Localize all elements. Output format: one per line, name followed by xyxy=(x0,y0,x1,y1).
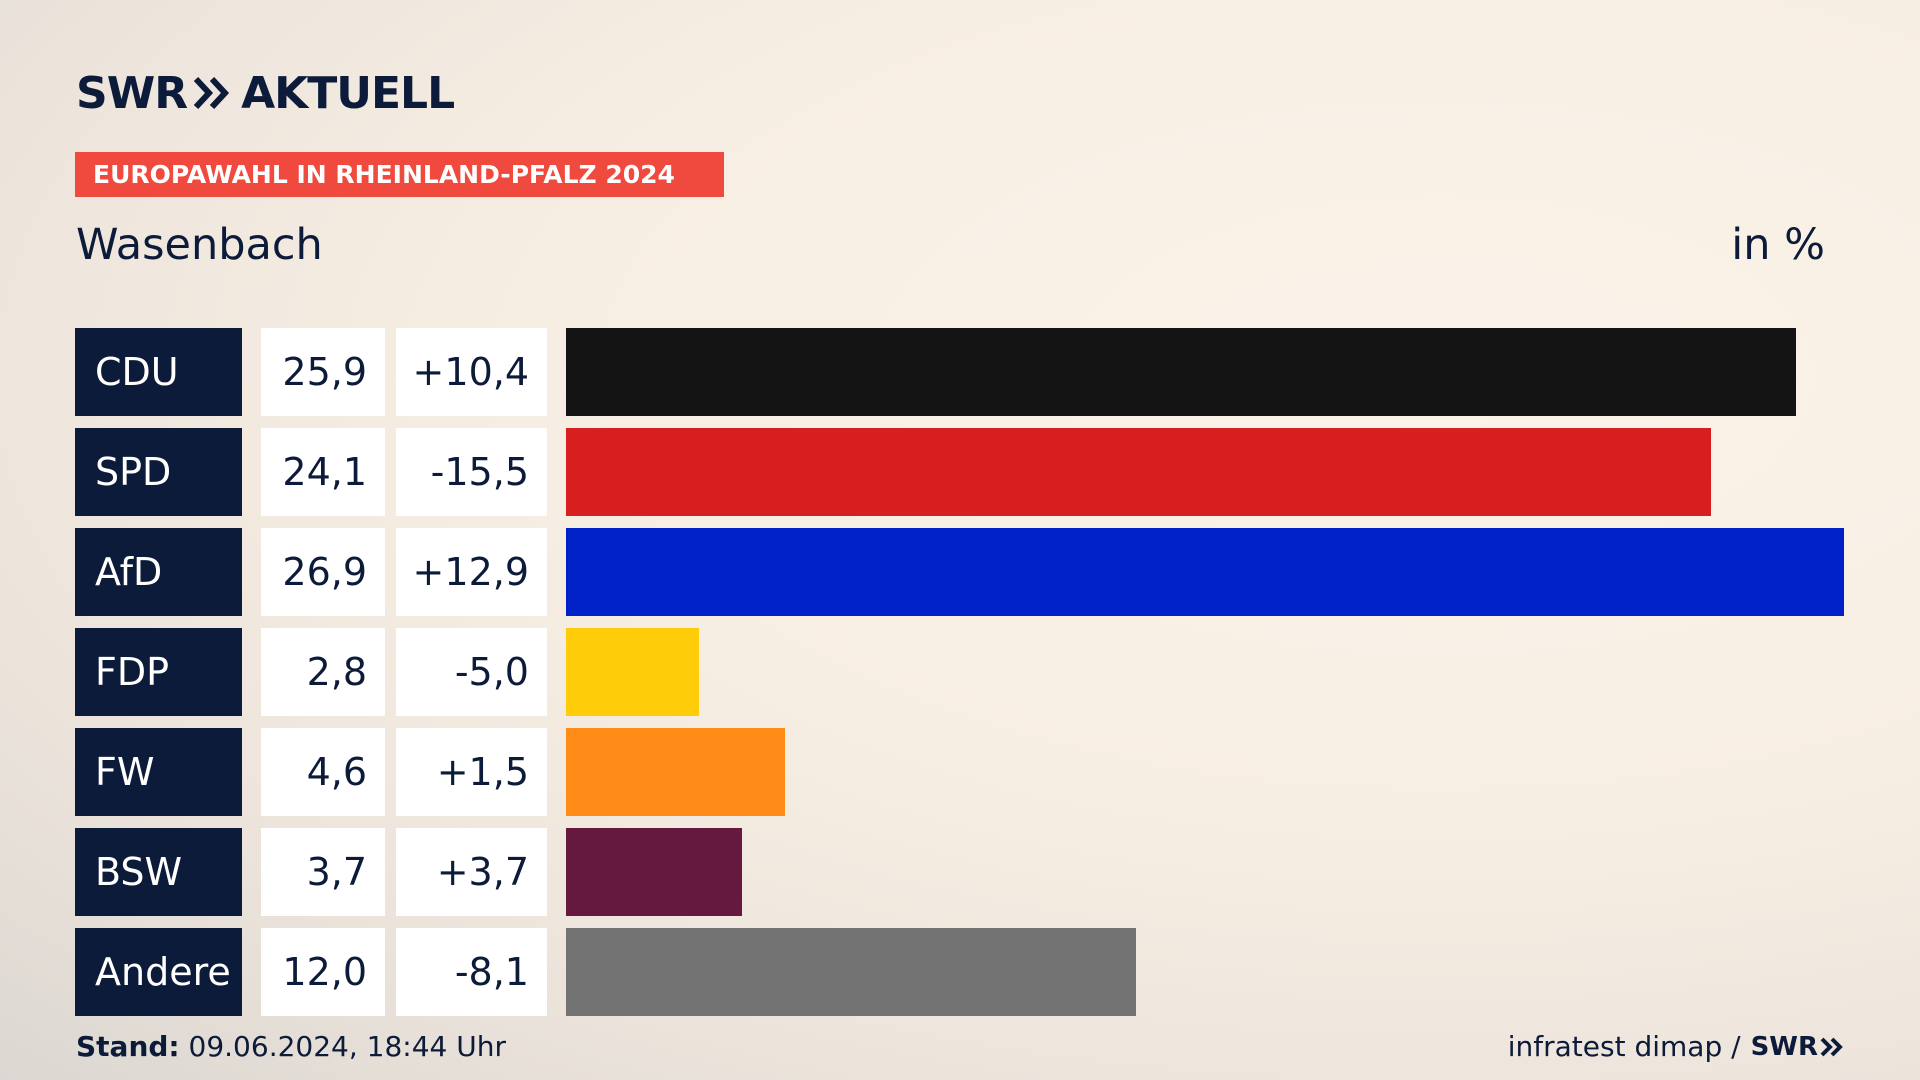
party-label: CDU xyxy=(75,328,242,416)
election-banner: EUROPAWAHL IN RHEINLAND-PFALZ 2024 xyxy=(75,152,724,197)
result-bar xyxy=(566,928,1136,1016)
result-bar xyxy=(566,628,699,716)
result-row: Andere 12,0 -8,1 xyxy=(0,928,1920,1016)
result-bar xyxy=(566,528,1844,616)
result-row: FW 4,6 +1,5 xyxy=(0,728,1920,816)
result-row: SPD 24,1 -15,5 xyxy=(0,428,1920,516)
change-label: -8,1 xyxy=(396,928,547,1016)
change-label: +3,7 xyxy=(396,828,547,916)
source-credit: infratest dimap / SWR xyxy=(1508,1030,1844,1063)
vote-share-label: 26,9 xyxy=(261,528,385,616)
vote-share-label: 12,0 xyxy=(261,928,385,1016)
chart-title: Wasenbach xyxy=(76,220,323,270)
unit-label: in % xyxy=(1731,220,1825,270)
stand-label: Stand: xyxy=(76,1030,180,1063)
change-label: +12,9 xyxy=(396,528,547,616)
timestamp: Stand: 09.06.2024, 18:44 Uhr xyxy=(76,1030,506,1063)
vote-share-label: 24,1 xyxy=(261,428,385,516)
party-label: FW xyxy=(75,728,242,816)
change-label: +10,4 xyxy=(396,328,547,416)
vote-share-label: 4,6 xyxy=(261,728,385,816)
result-bar xyxy=(566,728,785,816)
party-label: Andere xyxy=(75,928,242,1016)
change-label: -5,0 xyxy=(396,628,547,716)
result-row: FDP 2,8 -5,0 xyxy=(0,628,1920,716)
change-label: +1,5 xyxy=(396,728,547,816)
logo-brand: SWR xyxy=(76,67,188,119)
party-label: AfD xyxy=(75,528,242,616)
result-row: AfD 26,9 +12,9 xyxy=(0,528,1920,616)
stand-value: 09.06.2024, 18:44 Uhr xyxy=(188,1030,506,1063)
party-label: FDP xyxy=(75,628,242,716)
result-bar xyxy=(566,428,1711,516)
result-row: BSW 3,7 +3,7 xyxy=(0,828,1920,916)
footer-logo: SWR xyxy=(1750,1031,1818,1062)
party-label: SPD xyxy=(75,428,242,516)
vote-share-label: 2,8 xyxy=(261,628,385,716)
logo-product: AKTUELL xyxy=(241,67,455,119)
result-bar xyxy=(566,828,742,916)
party-label: BSW xyxy=(75,828,242,916)
result-row: CDU 25,9 +10,4 xyxy=(0,328,1920,416)
source-text: infratest dimap / xyxy=(1507,1030,1741,1063)
change-label: -15,5 xyxy=(396,428,547,516)
vote-share-label: 25,9 xyxy=(261,328,385,416)
swr-aktuell-logo: SWR AKTUELL xyxy=(76,67,455,119)
double-chevron-icon xyxy=(193,76,230,110)
double-chevron-icon xyxy=(1820,1037,1843,1056)
vote-share-label: 3,7 xyxy=(261,828,385,916)
result-bar xyxy=(566,328,1796,416)
